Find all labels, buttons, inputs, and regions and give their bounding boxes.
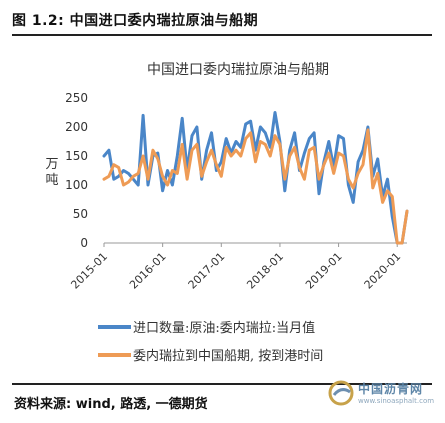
y-tick-label: 250 bbox=[65, 91, 88, 105]
x-tick-label: 2017-01 bbox=[186, 250, 228, 292]
y-axis-label: 万吨 bbox=[45, 157, 58, 188]
watermark-url: www.sinoasphalt.com bbox=[358, 397, 435, 405]
y-tick-label: 150 bbox=[65, 149, 88, 163]
legend-label-2: 委内瑞拉到中国船期, 按到港时间 bbox=[133, 348, 323, 364]
x-tick-label: 2015-01 bbox=[68, 250, 110, 292]
source-note: 资料来源: wind, 路透, 一德期货 bbox=[14, 397, 208, 412]
bottom-rule bbox=[12, 383, 432, 385]
top-rule bbox=[12, 34, 432, 36]
y-tick-label: 50 bbox=[73, 207, 88, 221]
x-tick-label: 2018-01 bbox=[244, 250, 286, 292]
series-line-2 bbox=[102, 128, 409, 245]
legend-label-1: 进口数量:原油:委内瑞拉:当月值 bbox=[133, 320, 315, 336]
site-watermark: 中国沥青网 www.sinoasphalt.com bbox=[328, 378, 438, 418]
watermark-logo-icon bbox=[328, 380, 354, 406]
figure-caption: 图 1.2: 中国进口委内瑞拉原油与船期 bbox=[12, 13, 259, 29]
x-tick-label: 2016-01 bbox=[127, 250, 169, 292]
x-tick-label: 2019-01 bbox=[303, 250, 345, 292]
watermark-name: 中国沥青网 bbox=[358, 382, 424, 396]
y-tick-label: 100 bbox=[65, 178, 88, 192]
y-tick-label: 0 bbox=[80, 236, 88, 250]
chart-title: 中国进口委内瑞拉原油与船期 bbox=[147, 62, 329, 78]
line-chart: 中国进口委内瑞拉原油与船期 万吨 0 50 100 150 200 250 2015-01… bbox=[45, 62, 409, 364]
y-tick-label: 200 bbox=[65, 120, 88, 134]
x-tick-label: 2020-01 bbox=[362, 250, 404, 292]
